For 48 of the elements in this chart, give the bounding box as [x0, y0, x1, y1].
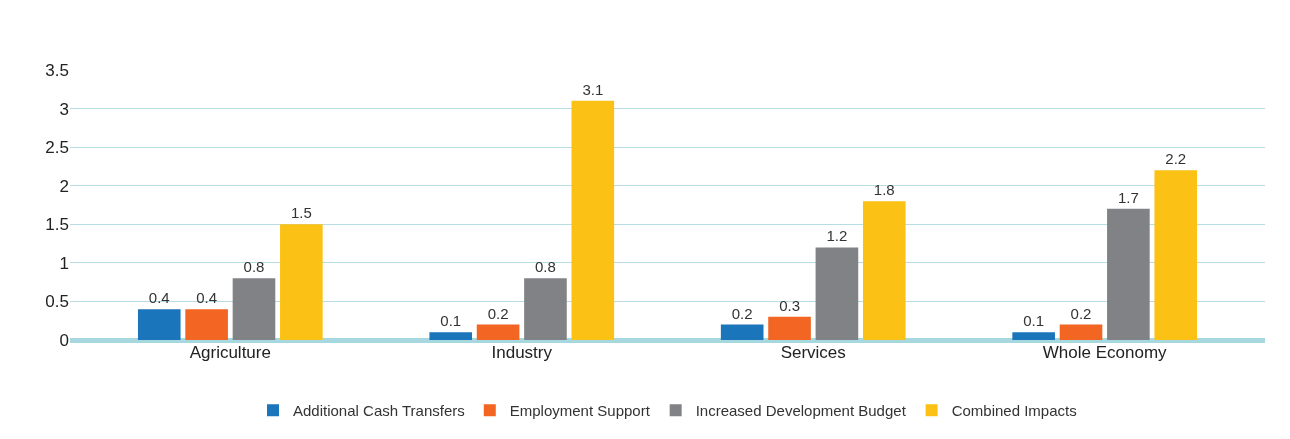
y-tick-label: 2 [59, 176, 69, 196]
legend-label: Increased Development Budget [695, 402, 907, 420]
legend-label: Employment Support [509, 402, 651, 420]
x-tick-label: Whole Economy [1042, 343, 1168, 362]
data-label: 0.2 [1070, 304, 1092, 322]
data-label: 0.4 [196, 289, 218, 307]
y-tick-label: 0 [59, 330, 69, 350]
data-label: 0.1 [440, 312, 462, 330]
data-label: 0.4 [148, 289, 170, 307]
bar [280, 224, 323, 340]
data-label: 0.2 [487, 304, 509, 322]
legend-label: Combined Impacts [951, 402, 1077, 420]
bar [768, 316, 811, 340]
y-tick-label: 1.5 [45, 215, 69, 235]
data-label: 1.2 [826, 227, 848, 245]
bar [185, 309, 228, 340]
data-label: 0.3 [779, 296, 800, 314]
bar [1012, 332, 1055, 340]
data-label: 0.8 [243, 258, 265, 276]
bar [137, 309, 181, 340]
bar [1059, 324, 1103, 340]
legend-label: Additional Cash Transfers [293, 402, 465, 420]
x-tick-label: Agriculture [189, 343, 271, 362]
y-tick-label: 0.5 [45, 292, 69, 312]
bar [1154, 170, 1198, 340]
data-label: 0.2 [731, 304, 753, 322]
bar [524, 278, 567, 340]
data-label: 0.8 [535, 258, 556, 276]
data-label: 1.5 [290, 204, 312, 222]
x-tick-label: Industry [491, 343, 553, 362]
bar [476, 324, 520, 340]
data-label: 2.2 [1165, 150, 1187, 168]
bar [815, 247, 859, 340]
bar [862, 201, 906, 340]
data-label: 1.7 [1117, 188, 1139, 206]
y-tick-label: 1 [59, 253, 69, 273]
bar [429, 332, 473, 340]
bar [1107, 208, 1150, 340]
y-tick-label: 2.5 [45, 138, 69, 158]
data-label: 1.8 [873, 181, 895, 199]
bar [720, 324, 764, 340]
y-tick-label: 3.5 [45, 60, 69, 80]
data-label: 3.1 [582, 80, 604, 98]
y-tick-label: 3 [59, 99, 69, 119]
bar [571, 100, 615, 340]
bar [232, 278, 276, 340]
data-label: 0.1 [1023, 312, 1045, 330]
x-tick-label: Services [780, 343, 846, 362]
